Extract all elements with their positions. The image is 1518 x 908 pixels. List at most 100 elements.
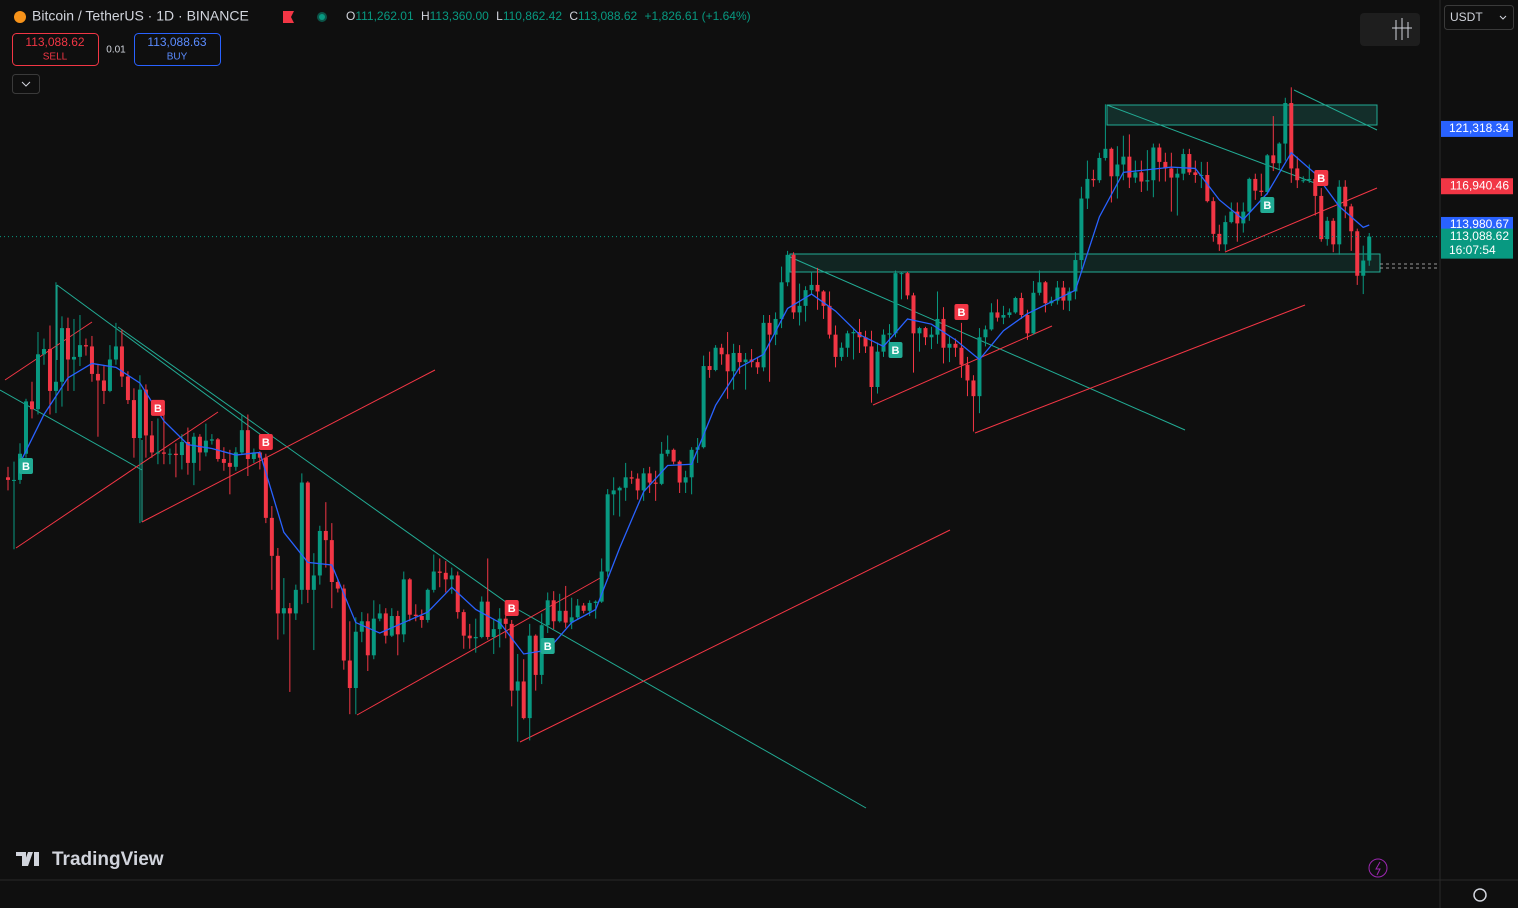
trend-line xyxy=(872,325,1053,406)
candle-body xyxy=(911,295,916,334)
candle-body xyxy=(53,381,58,391)
candle-body xyxy=(29,401,34,410)
candle-body xyxy=(1307,178,1312,181)
signal-marker xyxy=(888,341,903,358)
candle-body xyxy=(293,589,298,614)
candle-body xyxy=(839,347,844,357)
candle-body xyxy=(743,359,748,363)
candle-body xyxy=(653,482,658,484)
ohlc-key: O xyxy=(346,9,355,23)
candle-body xyxy=(569,617,574,623)
lightning-icon[interactable] xyxy=(1368,858,1388,878)
candle-body xyxy=(875,351,880,387)
candle-body xyxy=(437,571,442,573)
candle-body xyxy=(377,613,382,619)
candle-body xyxy=(515,681,520,691)
candle-body xyxy=(473,636,478,639)
candle-body xyxy=(335,581,340,589)
candle-body xyxy=(1223,222,1228,245)
candle-body xyxy=(329,540,334,582)
candle-body xyxy=(629,477,634,479)
toolbar-icon xyxy=(1392,18,1412,40)
candle-body xyxy=(1025,315,1030,334)
candle-body xyxy=(941,318,946,348)
drawings xyxy=(0,89,1440,809)
candle-body xyxy=(545,600,550,626)
candle-body xyxy=(1121,156,1126,165)
price-label: 121,318.34 xyxy=(1449,121,1509,135)
logo[interactable]: TradingView xyxy=(52,849,164,870)
candle-body xyxy=(557,610,562,622)
candle-body xyxy=(449,575,454,580)
candle-body xyxy=(1175,173,1180,178)
candle-body xyxy=(1295,168,1300,181)
candle-body xyxy=(1055,287,1060,301)
candle-body xyxy=(209,439,214,441)
signal-marker xyxy=(1314,169,1329,186)
currency-select[interactable] xyxy=(1444,5,1514,30)
candle-body xyxy=(1265,155,1270,192)
candle-body xyxy=(113,346,118,360)
candle-body xyxy=(827,305,832,335)
candle-body xyxy=(197,436,202,453)
candle-body xyxy=(851,332,856,334)
candle-body xyxy=(365,621,370,656)
candle-body xyxy=(1349,206,1354,232)
candle-body xyxy=(227,462,232,467)
symbol[interactable]: Bitcoin / TetherUS · 1D · BINANCE xyxy=(32,8,249,24)
candle-body xyxy=(755,362,760,368)
candle-body xyxy=(1043,282,1048,304)
candle-body xyxy=(947,343,952,348)
candle-body xyxy=(1361,260,1366,276)
signal-label: B xyxy=(508,603,516,615)
candle-body xyxy=(779,282,784,319)
candle-body xyxy=(521,681,526,719)
sell-label: SELL xyxy=(43,52,68,63)
sell-button[interactable] xyxy=(12,33,99,66)
candle-body xyxy=(1187,154,1192,173)
collapse-button[interactable] xyxy=(12,74,40,94)
candle-body xyxy=(1037,282,1042,293)
candle-body xyxy=(581,605,586,611)
signal-label: B xyxy=(544,641,552,653)
buy-button[interactable] xyxy=(134,33,221,66)
candle-body xyxy=(611,490,616,495)
candle-body xyxy=(5,477,10,480)
signal-marker xyxy=(150,399,165,416)
toolbar[interactable] xyxy=(1360,13,1420,46)
settings-icon[interactable] xyxy=(1473,888,1487,902)
candle-body xyxy=(1067,291,1072,301)
overlay: B B B B B B B B B xyxy=(0,151,1440,655)
candle-body xyxy=(407,579,412,615)
candle-body xyxy=(245,430,250,459)
candle-body xyxy=(1247,178,1252,212)
candle-body xyxy=(1193,172,1198,175)
candle-body xyxy=(1313,178,1318,196)
candle-body xyxy=(1343,186,1348,207)
flag-icon[interactable] xyxy=(283,11,294,23)
candle-body xyxy=(593,601,598,603)
candle-body xyxy=(977,337,982,397)
candle-body xyxy=(347,660,352,689)
candle-body xyxy=(1019,298,1024,316)
candle-body xyxy=(677,461,682,483)
candle-body xyxy=(671,449,676,462)
candle-body xyxy=(791,254,796,313)
candle-body xyxy=(797,305,802,313)
candle-body xyxy=(431,571,436,590)
candle-body xyxy=(1103,148,1108,158)
trend-line xyxy=(509,604,867,809)
candle-body xyxy=(41,349,46,355)
chevron xyxy=(1499,15,1507,20)
candle-body xyxy=(899,273,904,275)
candle-body xyxy=(269,517,274,556)
candle-body xyxy=(1283,102,1288,144)
candle-body xyxy=(443,572,448,580)
candle-body xyxy=(131,400,136,439)
candle-body xyxy=(425,589,430,620)
candle-body xyxy=(455,575,460,613)
candle-body xyxy=(737,352,742,363)
candle-body xyxy=(1355,231,1360,276)
buy-price: 113,088.63 xyxy=(147,35,206,49)
